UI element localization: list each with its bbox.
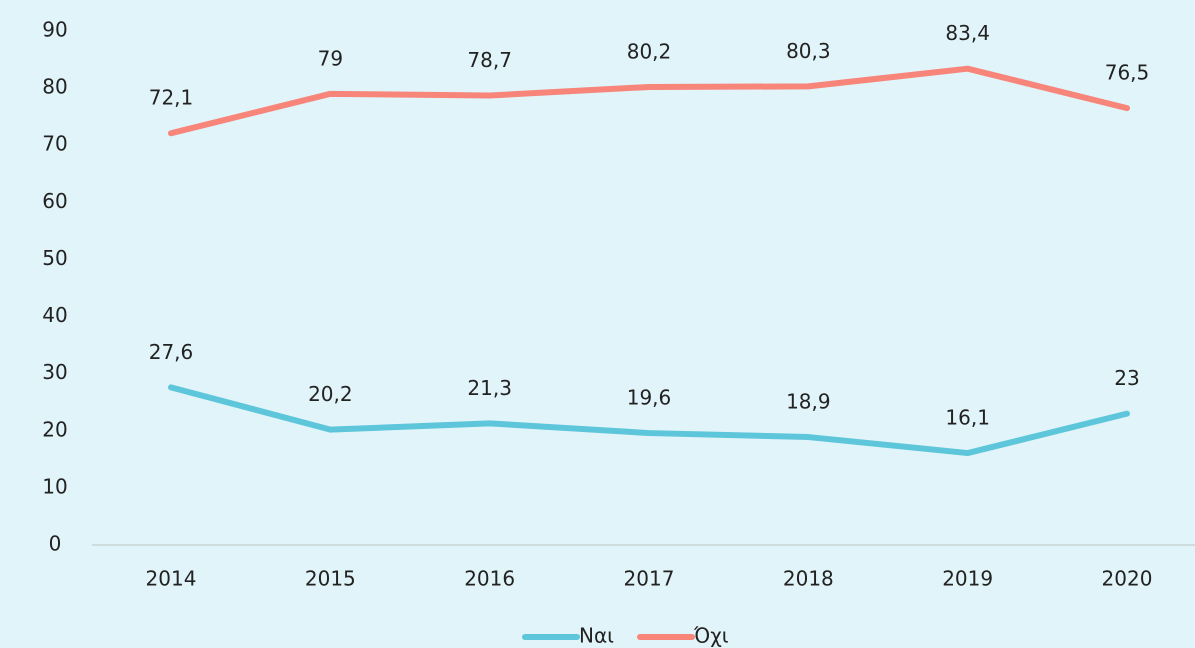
data-label: 79 [318,46,343,70]
data-label: 16,1 [945,406,990,430]
y-tick-label: 20 [42,417,67,441]
data-label: 80,3 [786,39,831,63]
data-label: 20,2 [308,382,353,406]
y-tick-label: 70 [42,132,67,156]
data-label: 76,5 [1105,61,1150,85]
series-line [168,384,1130,457]
x-tick-label: 2015 [305,567,356,591]
data-label: 27,6 [149,340,194,364]
y-tick-label: 50 [42,246,67,270]
x-tick-label: 2020 [1102,567,1153,591]
data-label: 23 [1114,366,1139,390]
x-tick-label: 2019 [942,567,993,591]
data-label: 80,2 [627,39,672,63]
x-tick-label: 2014 [146,567,197,591]
y-tick-label: 90 [42,18,67,42]
x-tick-label: 2016 [464,567,515,591]
y-tick-label: 80 [42,75,67,99]
data-label: 18,9 [786,390,831,414]
y-tick-label: 10 [42,474,67,498]
y-tick-label: 40 [42,303,67,327]
x-tick-label: 2018 [783,567,834,591]
y-tick-label: 30 [42,360,67,384]
y-tick-label: 0 [49,532,62,556]
data-label: 72,1 [149,86,194,110]
y-tick-label: 60 [42,189,67,213]
legend-label: Όχι [693,624,729,648]
data-label: 21,3 [467,376,512,400]
data-label: 83,4 [945,21,990,45]
legend-label: Ναι [579,624,614,648]
x-tick-label: 2017 [624,567,675,591]
series-line [168,65,1130,137]
data-label: 78,7 [467,48,512,72]
data-label: 19,6 [627,386,672,410]
